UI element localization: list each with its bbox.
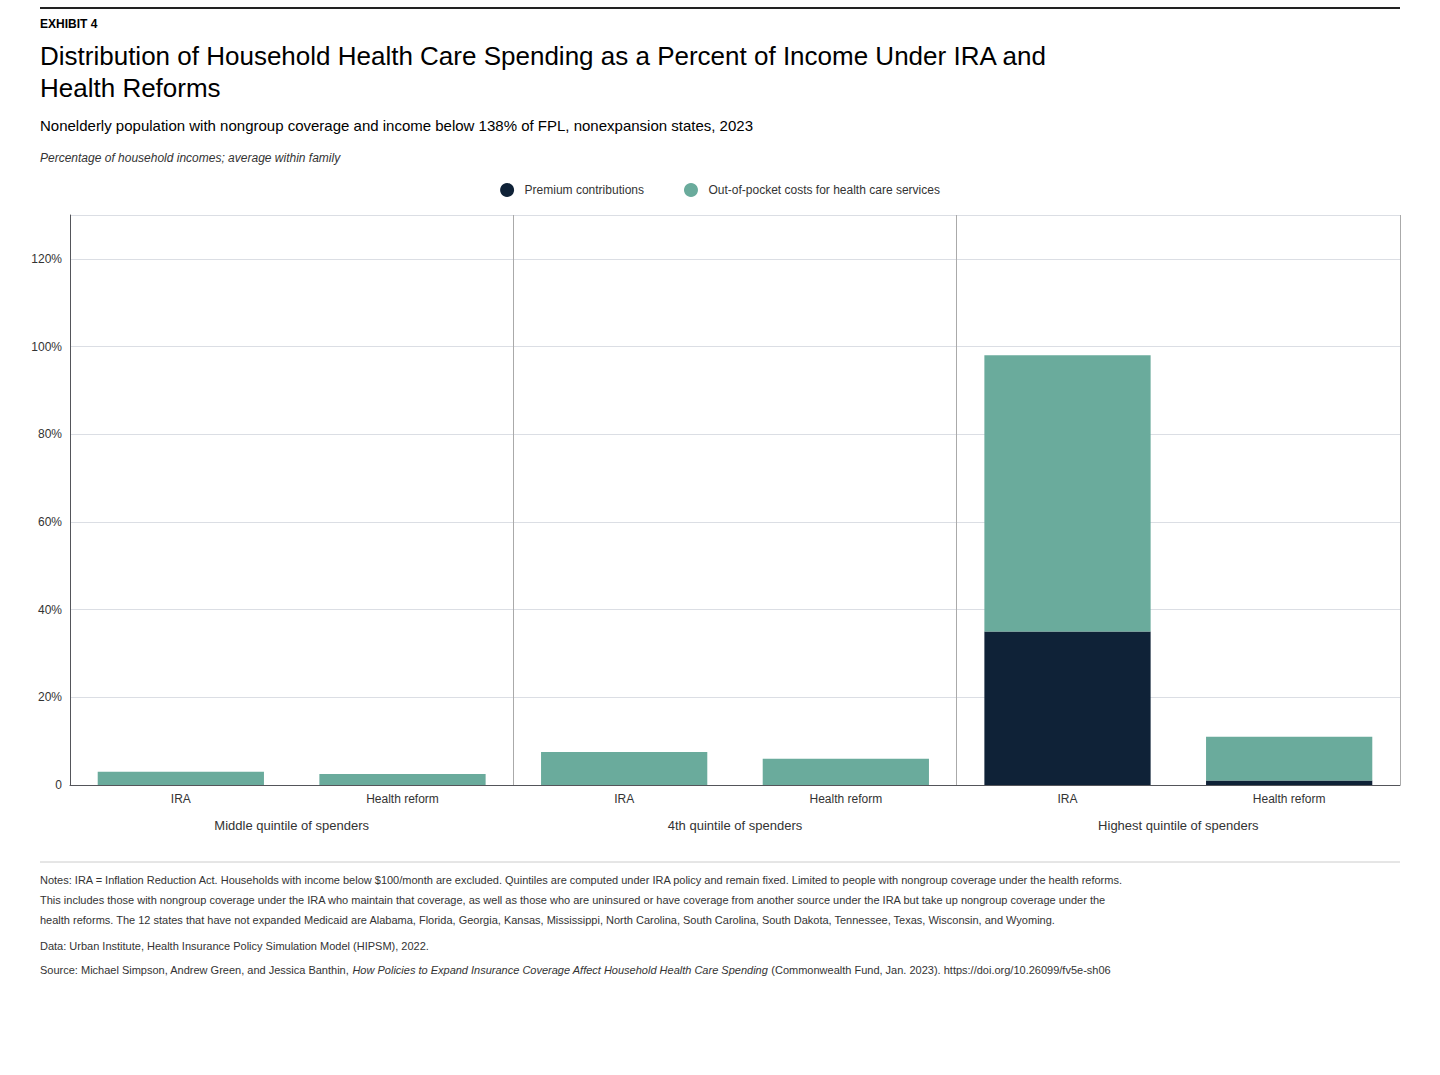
svg-text:health reforms. The 12 states: health reforms. The 12 states that have … xyxy=(40,914,1055,926)
svg-text:This includes those with nongr: This includes those with nongroup covera… xyxy=(40,894,1105,906)
svg-text:80%: 80% xyxy=(38,427,62,441)
svg-text:Source: Michael Simpson, Andre: Source: Michael Simpson, Andrew Green, a… xyxy=(40,964,352,976)
svg-text:120%: 120% xyxy=(31,252,62,266)
svg-text:IRA: IRA xyxy=(614,792,634,806)
svg-text:Health reform: Health reform xyxy=(366,792,439,806)
svg-text:100%: 100% xyxy=(31,340,62,354)
svg-text:IRA: IRA xyxy=(171,792,191,806)
svg-text:Nonelderly population with non: Nonelderly population with nongroup cove… xyxy=(40,117,753,134)
svg-text:https://doi.org/10.26099/fv5e-: https://doi.org/10.26099/fv5e-sh06 xyxy=(944,964,1111,976)
svg-text:60%: 60% xyxy=(38,515,62,529)
svg-text:40%: 40% xyxy=(38,603,62,617)
svg-text:Percentage of household income: Percentage of household incomes; average… xyxy=(40,151,341,165)
svg-text:IRA: IRA xyxy=(1057,792,1077,806)
svg-text:Health Reforms: Health Reforms xyxy=(40,73,221,103)
svg-text:(Commonwealth Fund, Jan. 2023): (Commonwealth Fund, Jan. 2023). xyxy=(768,964,943,976)
svg-text:Data: Urban Institute, Health: Data: Urban Institute, Health Insurance … xyxy=(40,940,429,952)
svg-text:How Policies to Expand Insuran: How Policies to Expand Insurance Coverag… xyxy=(352,964,768,976)
svg-text:20%: 20% xyxy=(38,690,62,704)
svg-text:0: 0 xyxy=(55,778,62,792)
svg-text:4th quintile of spenders: 4th quintile of spenders xyxy=(668,818,803,833)
svg-text:Premium contributions: Premium contributions xyxy=(525,183,644,197)
svg-text:Highest quintile of spenders: Highest quintile of spenders xyxy=(1098,818,1259,833)
svg-text:Notes: IRA = Inflation Reducti: Notes: IRA = Inflation Reduction Act. Ho… xyxy=(40,874,1122,886)
svg-text:EXHIBIT 4: EXHIBIT 4 xyxy=(40,17,98,31)
svg-text:Health reform: Health reform xyxy=(1253,792,1326,806)
svg-text:Health reform: Health reform xyxy=(809,792,882,806)
svg-text:Out-of-pocket costs for health: Out-of-pocket costs for health care serv… xyxy=(708,183,939,197)
svg-text:Distribution of Household Heal: Distribution of Household Health Care Sp… xyxy=(40,41,1046,71)
svg-text:Middle quintile of spenders: Middle quintile of spenders xyxy=(214,818,369,833)
